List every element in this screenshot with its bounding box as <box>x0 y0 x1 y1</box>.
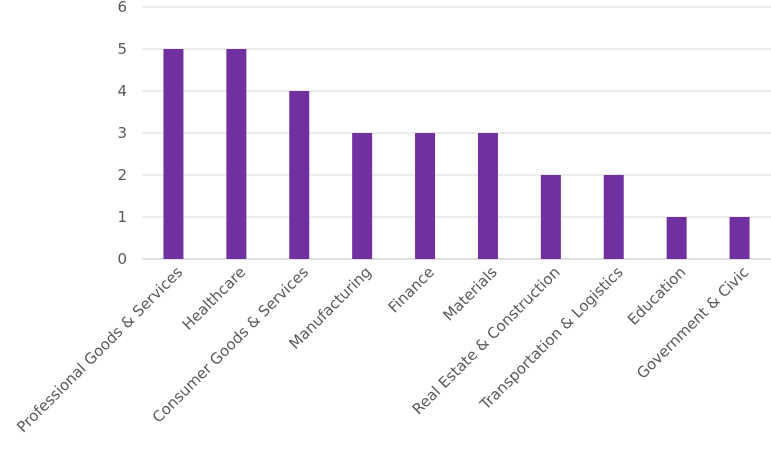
x-category-label-8: Education <box>624 263 690 329</box>
y-tick-label-0: 0 <box>117 250 127 268</box>
bar-5 <box>477 133 498 259</box>
bar-2 <box>289 91 310 259</box>
y-tick-label-6: 6 <box>117 0 127 16</box>
bar-9 <box>729 217 750 259</box>
bar-3 <box>352 133 373 259</box>
bar-6 <box>540 175 561 259</box>
x-category-label-5: Materials <box>439 263 500 324</box>
y-tick-label-2: 2 <box>117 166 127 184</box>
bar-4 <box>415 133 436 259</box>
bar-7 <box>603 175 624 259</box>
bars <box>163 49 750 259</box>
bar-8 <box>666 217 687 259</box>
y-axis-ticks: 0 1 2 3 4 5 6 <box>117 0 127 268</box>
y-tick-label-4: 4 <box>117 82 127 100</box>
bar-0 <box>163 49 184 259</box>
y-tick-label-3: 3 <box>117 124 127 142</box>
x-axis-labels: Professional Goods & ServicesHealthcareC… <box>13 263 752 436</box>
x-category-label-9: Government & Civic <box>633 263 752 382</box>
x-category-label-4: Finance <box>385 263 438 316</box>
y-tick-label-5: 5 <box>117 40 127 58</box>
y-tick-label-1: 1 <box>117 208 127 226</box>
gridlines <box>142 6 771 260</box>
bar-1 <box>226 49 247 259</box>
